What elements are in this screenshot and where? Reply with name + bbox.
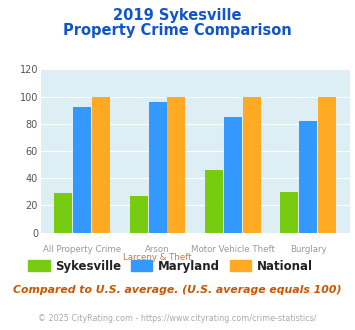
Bar bbox=[167, 97, 185, 233]
Text: © 2025 CityRating.com - https://www.cityrating.com/crime-statistics/: © 2025 CityRating.com - https://www.city… bbox=[38, 314, 317, 323]
Bar bbox=[318, 97, 336, 233]
Legend: Sykesville, Maryland, National: Sykesville, Maryland, National bbox=[24, 255, 318, 278]
Text: Larceny & Theft: Larceny & Theft bbox=[123, 253, 192, 262]
Text: Arson: Arson bbox=[145, 245, 170, 254]
Text: 2019 Sykesville: 2019 Sykesville bbox=[113, 8, 242, 23]
Text: Property Crime Comparison: Property Crime Comparison bbox=[63, 23, 292, 38]
Bar bbox=[130, 196, 148, 233]
Text: All Property Crime: All Property Crime bbox=[43, 245, 121, 254]
Bar bbox=[92, 97, 110, 233]
Bar bbox=[54, 193, 72, 233]
Text: Motor Vehicle Theft: Motor Vehicle Theft bbox=[191, 245, 275, 254]
Bar bbox=[73, 108, 91, 233]
Text: Burglary: Burglary bbox=[290, 245, 327, 254]
Bar bbox=[280, 192, 299, 233]
Text: Compared to U.S. average. (U.S. average equals 100): Compared to U.S. average. (U.S. average … bbox=[13, 285, 342, 295]
Bar bbox=[148, 102, 166, 233]
Bar bbox=[299, 121, 317, 233]
Bar bbox=[224, 117, 242, 233]
Bar bbox=[205, 170, 223, 233]
Bar bbox=[243, 97, 261, 233]
